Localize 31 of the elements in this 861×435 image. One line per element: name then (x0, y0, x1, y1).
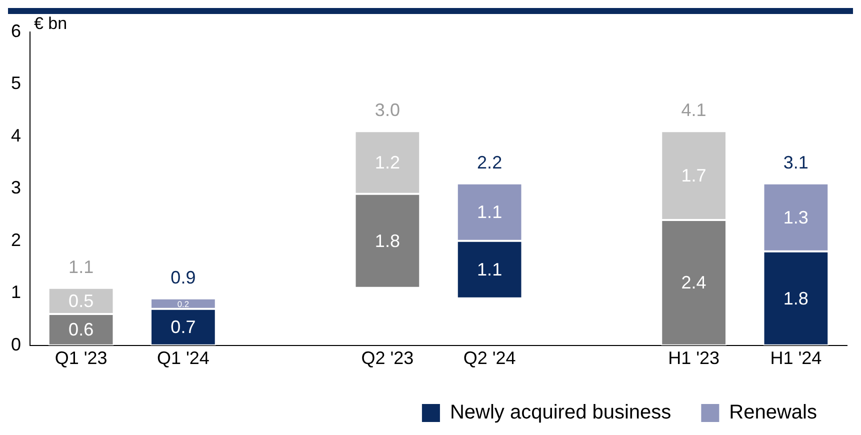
legend-label: Newly acquired business (450, 402, 672, 424)
y-tick-label: 3 (10, 178, 22, 198)
total-label: 3.0 (374, 100, 400, 120)
y-tick-label: 4 (10, 125, 22, 146)
x-tick-label: H1 '23 (668, 348, 720, 368)
data-label: 1.1 (477, 260, 502, 280)
data-label: 0.2 (177, 298, 190, 309)
y-tick-label: 2 (10, 230, 22, 250)
data-label: 0.6 (68, 320, 94, 340)
y-tick-label: 5 (10, 73, 22, 94)
x-tick-label: Q1 '23 (54, 348, 108, 368)
y-tick-label: 1 (10, 282, 22, 302)
y-tick-label: 0 (10, 334, 22, 354)
y-axis-title: € bn (34, 14, 68, 34)
y-tick-label: 6 (10, 20, 22, 41)
total-label: 0.9 (170, 267, 196, 288)
data-label: 0.7 (170, 317, 196, 338)
x-tick-label: Q1 '24 (156, 348, 210, 368)
total-label: 3.1 (783, 152, 808, 172)
x-tick-label: Q2 '23 (361, 348, 414, 368)
data-label: 2.4 (681, 272, 706, 293)
data-label: 1.8 (374, 230, 400, 251)
x-tick-label: H1 '24 (770, 348, 822, 368)
total-label: 2.2 (477, 152, 502, 172)
total-label: 1.1 (68, 256, 94, 277)
data-label: 1.1 (477, 202, 502, 222)
total-label: 4.1 (681, 100, 706, 120)
legend-label: Renewals (729, 402, 818, 424)
x-tick-label: Q2 '24 (463, 348, 516, 368)
data-label: 1.8 (783, 288, 808, 308)
data-label: 1.3 (783, 207, 808, 228)
